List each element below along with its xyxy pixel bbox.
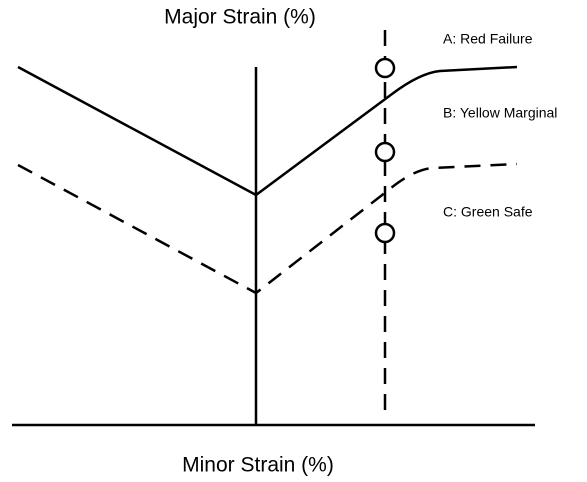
zone-label: B: Yellow Marginal — [443, 105, 557, 121]
zone-label: C: Green Safe — [443, 204, 533, 220]
x-axis-title: Minor Strain (%) — [182, 454, 334, 477]
safety-margin-curve — [17, 162, 518, 295]
marker — [374, 141, 396, 163]
y-axis-title: Major Strain (%) — [164, 6, 316, 29]
zone-label: A: Red Failure — [443, 31, 533, 47]
marker — [374, 57, 396, 79]
forming-limit-curve — [17, 65, 518, 197]
marker — [374, 222, 396, 244]
